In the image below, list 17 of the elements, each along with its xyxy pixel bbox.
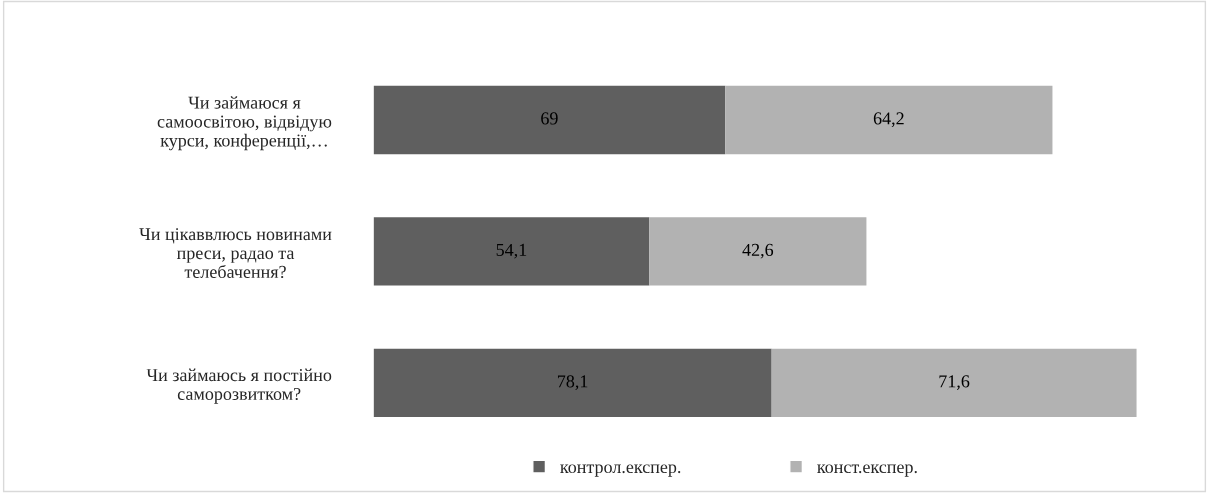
- legend-label: контрол.експер.: [560, 464, 681, 477]
- y-tick-label: Чи цікаввлюсь новинами преси, радао та телебачення?: [139, 228, 332, 279]
- data-label: 64,2: [873, 112, 904, 128]
- bar: [771, 348, 1137, 418]
- y-tick-label: Чи займаюсь я постійно саморозвитком?: [146, 368, 332, 404]
- bar: [725, 85, 1053, 155]
- data-label: 71,6: [939, 375, 970, 391]
- data-label: 54,1: [496, 243, 527, 259]
- legend-label: конст.експер.: [817, 464, 917, 477]
- data-label: 69: [541, 112, 558, 125]
- bar: [373, 85, 726, 155]
- bar: [373, 348, 772, 418]
- bar: [373, 217, 650, 286]
- y-tick-label: Чи займаюся я самоосвітою, відвідую курси, конференції,…: [157, 96, 332, 151]
- data-label: 78,1: [558, 375, 588, 391]
- data-label: 42,6: [742, 243, 774, 259]
- bar: [649, 217, 867, 286]
